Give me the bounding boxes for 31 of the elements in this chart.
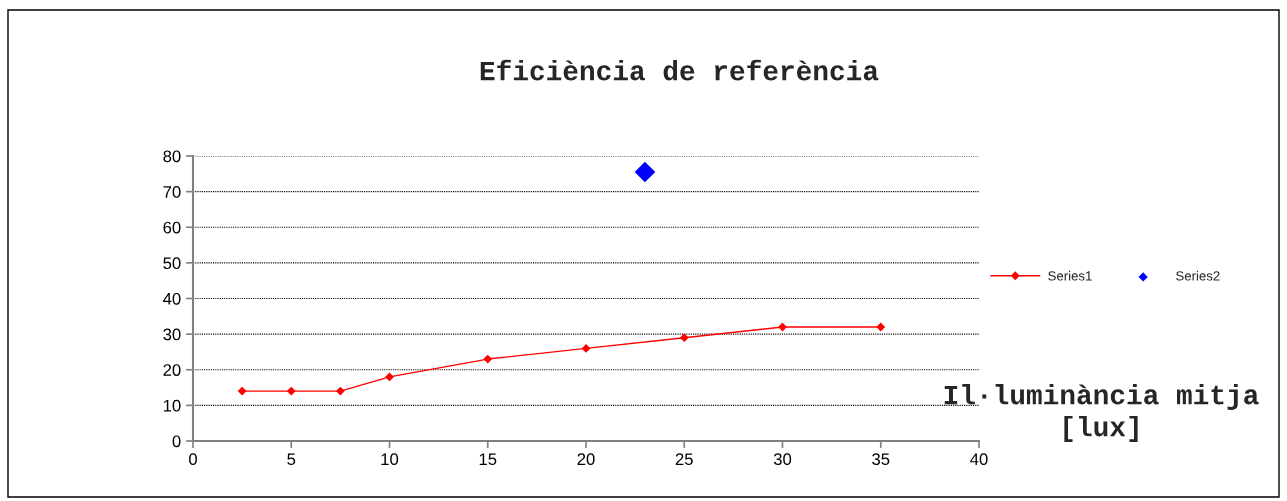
point [385, 372, 394, 382]
point [581, 343, 591, 353]
y-tick-label: 0 [172, 435, 181, 448]
x-axis-title: Il·luminància mitja [lux] [944, 384, 1259, 442]
x-tick-label: 20 [577, 453, 595, 466]
x-tick-label: 30 [773, 453, 792, 466]
legend-label: Series1 [1048, 270, 1092, 281]
x-tick-label: 10 [381, 453, 399, 466]
chart-title: Eficiència de referència [480, 59, 879, 81]
x-tick-label: 15 [479, 453, 497, 466]
x-tick-label: 35 [872, 453, 890, 466]
x-tick-label: 5 [287, 453, 296, 466]
y-tick-label: 40 [163, 292, 181, 305]
point [237, 386, 247, 396]
y-tick-label: 20 [163, 364, 181, 376]
point [634, 161, 656, 183]
legend-label: Series2 [1176, 270, 1220, 281]
x-tick-label: 0 [189, 453, 197, 466]
y-tick-label: 50 [163, 257, 181, 270]
point [335, 386, 345, 396]
point [876, 322, 886, 332]
y-tick-label: 10 [163, 399, 181, 412]
point [483, 354, 493, 364]
point [679, 333, 689, 343]
y-tick-label: 30 [163, 328, 181, 341]
y-tick-label: 70 [163, 186, 181, 198]
x-tick-label: 25 [675, 453, 693, 466]
point [286, 386, 296, 396]
y-tick-label: 80 [163, 150, 181, 163]
x-tick-label: 40 [970, 453, 988, 466]
y-tick-label: 60 [163, 221, 181, 234]
